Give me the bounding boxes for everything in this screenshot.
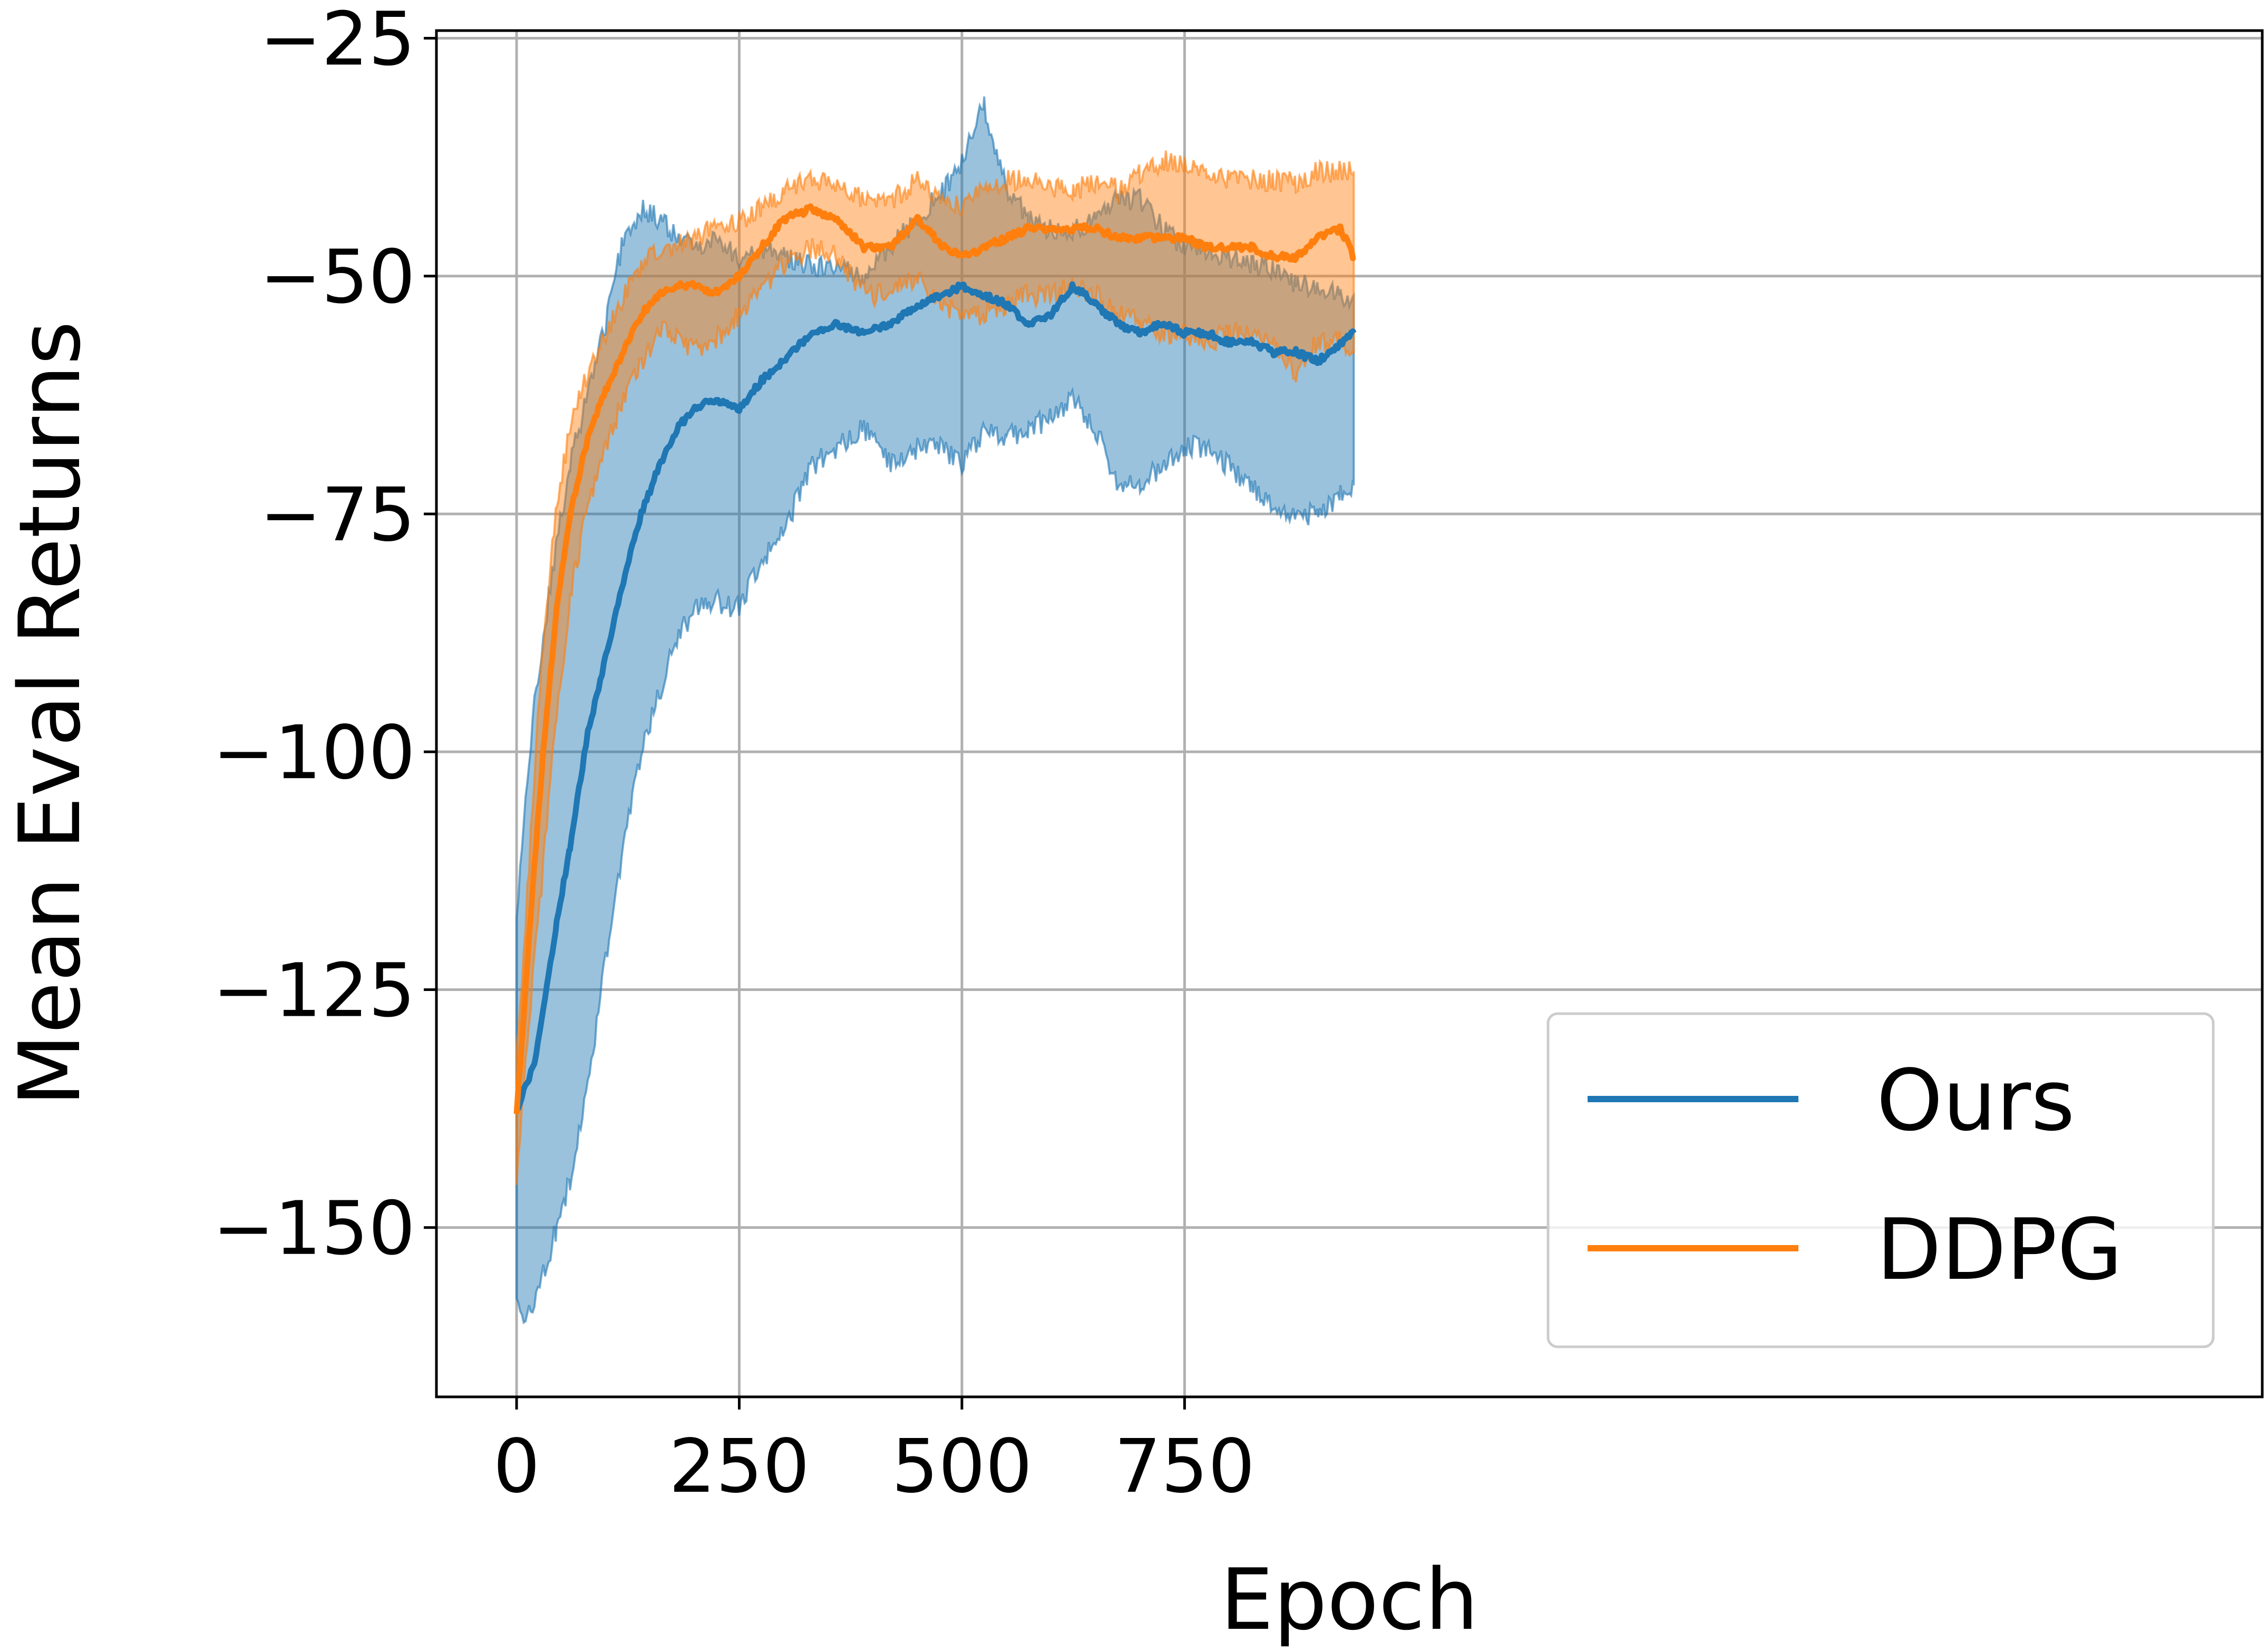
x-tick-label: 500 bbox=[891, 1424, 1032, 1510]
y-tick-label: −150 bbox=[212, 1186, 415, 1272]
y-tick-label: −100 bbox=[212, 710, 415, 796]
line-ours bbox=[514, 281, 1357, 1113]
x-tick-label: 750 bbox=[1114, 1424, 1255, 1510]
x-axis-label: Epoch bbox=[1220, 1550, 1478, 1649]
x-tick-label: 250 bbox=[669, 1424, 810, 1510]
y-axis-label: Mean Eval Returns bbox=[1, 321, 99, 1106]
y-tick-label: −75 bbox=[260, 472, 415, 558]
y-tick-label: −125 bbox=[212, 948, 415, 1034]
y-tick-label: −50 bbox=[260, 235, 415, 320]
x-tick-label: 0 bbox=[493, 1424, 540, 1510]
tick-labels: 0 250 500 750 −150 −125 −100 −75 −50 −25 bbox=[212, 0, 1255, 1510]
series-lines bbox=[513, 203, 1357, 1114]
axes-frame bbox=[435, 29, 2264, 1398]
line-ddpg bbox=[513, 203, 1357, 1114]
axis-ticks bbox=[424, 36, 1186, 1410]
legend-label-ddpg: DDPG bbox=[1876, 1200, 2123, 1299]
y-tick-label: −25 bbox=[260, 0, 415, 82]
legend: Ours DDPG bbox=[1546, 1012, 2215, 1348]
legend-label-ours: Ours bbox=[1876, 1051, 2075, 1150]
